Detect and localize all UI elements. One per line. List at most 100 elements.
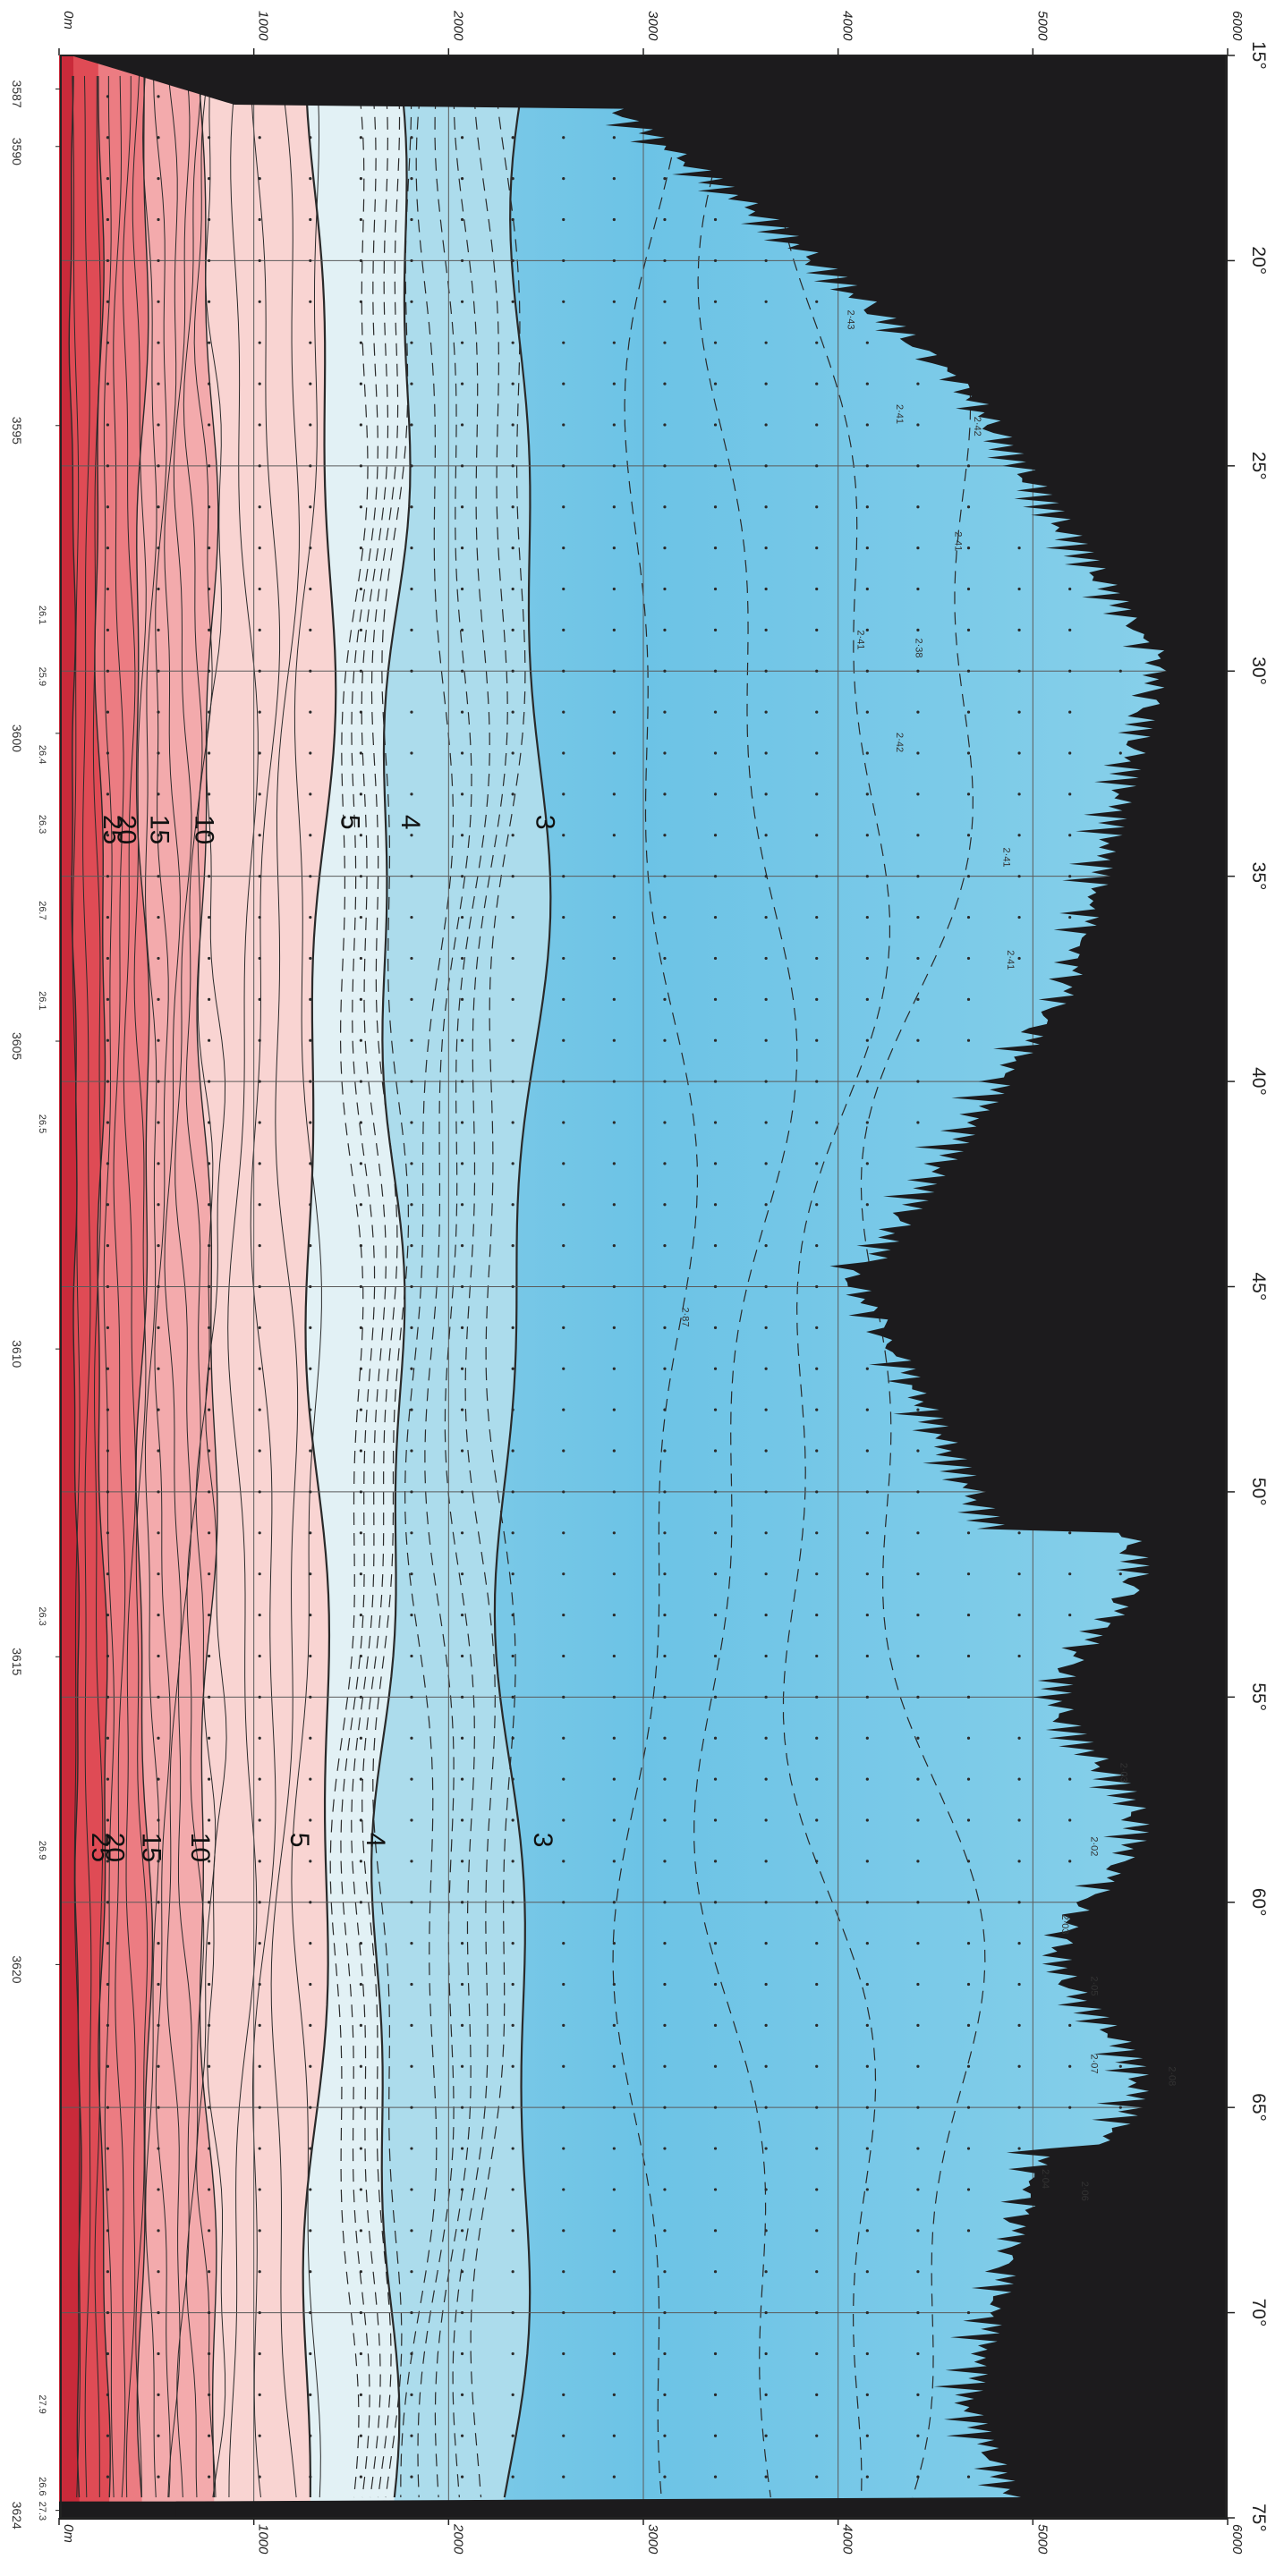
sample-dot xyxy=(916,1531,920,1535)
sample-dot xyxy=(258,217,261,222)
sample-dot xyxy=(764,915,768,919)
sample-dot xyxy=(410,1777,413,1781)
sample-dot xyxy=(511,2393,514,2396)
sample-dot xyxy=(208,710,211,714)
sample-dot xyxy=(157,792,160,796)
sample-dot xyxy=(258,1531,261,1535)
sample-dot xyxy=(157,1490,160,1494)
sample-dot xyxy=(460,1038,464,1042)
sample-dot xyxy=(865,1162,869,1165)
sample-dot xyxy=(865,751,869,755)
sample-dot xyxy=(511,1695,514,1699)
sample-dot xyxy=(713,1367,718,1370)
sample-dot xyxy=(258,1736,261,1740)
sample-dot xyxy=(511,1203,514,1207)
sample-dot xyxy=(258,464,261,468)
sample-dot xyxy=(865,547,869,550)
sample-dot xyxy=(106,792,110,796)
sample-dot xyxy=(511,751,514,755)
sample-dot xyxy=(916,547,920,550)
sample-dot xyxy=(359,751,362,755)
sample-dot xyxy=(208,136,211,140)
surface-temperature-labels: 26.1 25.9 26.4 26.3 26.7 26.1 26.5 26.3 26.9 27.9… xyxy=(37,606,47,2521)
sample-dot xyxy=(612,1695,616,1699)
sample-dot xyxy=(713,1654,718,1658)
sample-dot xyxy=(764,875,768,878)
sample-dot xyxy=(713,2434,718,2437)
sample-dot xyxy=(208,1695,211,1699)
sample-dot xyxy=(612,587,616,591)
surface-temp-label: 26.6 xyxy=(37,2477,47,2496)
sample-dot xyxy=(612,1982,616,1987)
sample-dot xyxy=(460,1531,464,1535)
sample-dot xyxy=(359,1490,362,1494)
sample-dot xyxy=(208,1818,211,1822)
sample-dot xyxy=(562,217,565,222)
sample-dot xyxy=(208,628,211,631)
sample-dot xyxy=(208,1244,211,1248)
sample-dot xyxy=(713,1982,718,1987)
sample-dot xyxy=(815,2147,819,2150)
sample-dot xyxy=(309,1942,312,1945)
sample-dot xyxy=(309,915,312,919)
sample-dot xyxy=(157,341,160,344)
sample-dot xyxy=(460,1818,464,1822)
sample-dot xyxy=(359,1121,362,1124)
sample-dot xyxy=(663,2106,667,2109)
sample-dot xyxy=(106,177,110,181)
sample-dot xyxy=(916,751,920,755)
sample-dot xyxy=(713,1777,718,1781)
sample-dot xyxy=(562,834,565,837)
sample-dot xyxy=(359,1777,362,1781)
sample-dot xyxy=(208,2064,211,2068)
sample-dot xyxy=(460,2064,464,2068)
sample-dot xyxy=(663,1654,667,1658)
sample-dot xyxy=(612,1244,616,1248)
sample-dot xyxy=(106,1121,110,1124)
sample-dot xyxy=(916,423,920,427)
depth-tick-bottom-label: 0m xyxy=(61,2524,76,2543)
sample-dot xyxy=(764,2351,768,2356)
sample-dot xyxy=(815,1408,819,1411)
sample-dot xyxy=(764,2064,768,2068)
sample-dot xyxy=(865,1654,869,1658)
sample-dot xyxy=(663,628,667,631)
sample-dot xyxy=(460,751,464,755)
sample-dot xyxy=(713,1326,718,1329)
sample-dot xyxy=(359,915,362,919)
sample-dot xyxy=(764,1942,768,1945)
sample-dot xyxy=(460,669,464,673)
sample-dot xyxy=(460,2270,464,2274)
sample-dot xyxy=(916,1449,920,1453)
sample-dot xyxy=(612,2393,616,2396)
sample-dot xyxy=(663,382,667,386)
lat-tick-label: 30° xyxy=(1248,657,1269,685)
sample-dot xyxy=(916,792,920,796)
sample-dot xyxy=(1017,1982,1021,1987)
sample-dot xyxy=(966,669,971,673)
sample-dot xyxy=(865,587,869,591)
sample-dot xyxy=(966,792,971,796)
sample-dot xyxy=(713,2310,718,2315)
sample-dot xyxy=(511,2310,514,2315)
sample-dot xyxy=(562,2229,565,2233)
sample-dot xyxy=(1068,1613,1072,1617)
sample-dot xyxy=(258,2351,261,2356)
sample-dot xyxy=(410,2229,413,2233)
sample-dot xyxy=(410,1121,413,1124)
sample-dot xyxy=(359,1901,362,1904)
sample-dot xyxy=(764,1818,768,1822)
sample-dot xyxy=(511,1942,514,1945)
sample-dot xyxy=(815,341,819,344)
sample-dot xyxy=(966,2064,971,2068)
sample-dot xyxy=(612,628,616,631)
sample-dot xyxy=(460,1080,464,1083)
sample-dot xyxy=(106,2270,110,2274)
sample-dot xyxy=(460,1449,464,1453)
sample-dot xyxy=(713,1572,718,1576)
sample-dot xyxy=(359,1572,362,1576)
sample-dot xyxy=(511,300,514,303)
sample-dot xyxy=(865,1736,869,1740)
sample-dot xyxy=(410,1531,413,1535)
sample-dot xyxy=(157,1531,160,1535)
